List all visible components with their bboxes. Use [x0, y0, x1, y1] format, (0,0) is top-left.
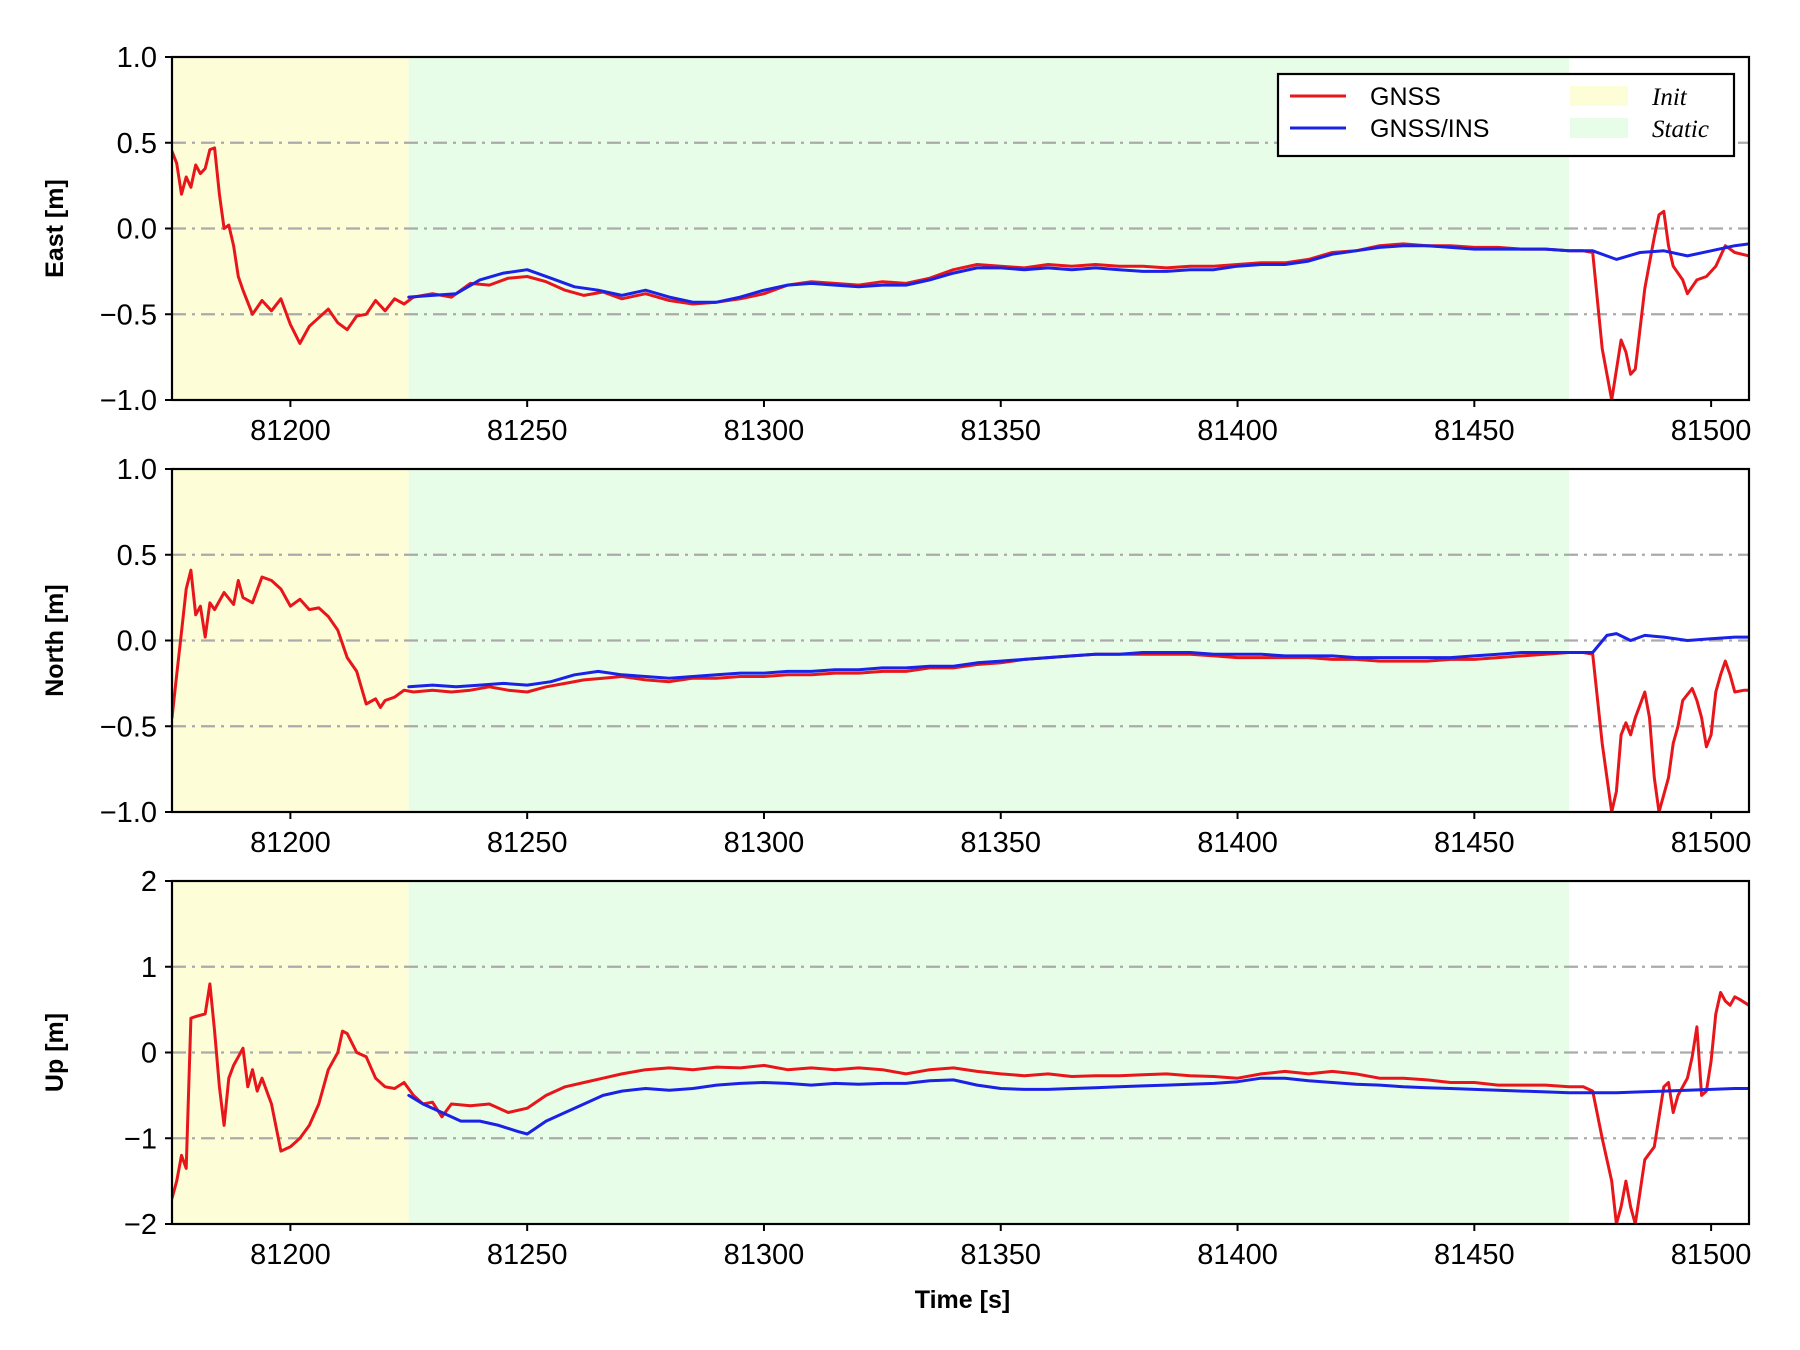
- x-tick-label: 81300: [724, 1239, 805, 1271]
- x-tick-label: 81400: [1197, 827, 1278, 859]
- legend-patch-init: [1570, 86, 1628, 106]
- x-tick-label: 81450: [1434, 415, 1515, 447]
- y-tick-label: 2: [141, 866, 157, 898]
- x-tick-label: 81250: [487, 415, 568, 447]
- gnss-ins-line: [407, 632, 1749, 689]
- x-tick-label: 81450: [1434, 827, 1515, 859]
- y-tick-label: −1.0: [100, 797, 157, 829]
- y-tick-label: 0.0: [117, 214, 157, 246]
- legend-label: GNSS: [1370, 83, 1441, 111]
- x-tick-label: 81300: [724, 415, 805, 447]
- y-axis-label: Up [m]: [41, 1013, 69, 1092]
- x-tick-label: 81450: [1434, 1239, 1515, 1271]
- series-group: [172, 982, 1749, 1224]
- y-tick-label: −0.5: [100, 299, 157, 331]
- x-tick-label: 81350: [960, 827, 1041, 859]
- legend-label: Init: [1651, 84, 1688, 111]
- x-tick-label: 81300: [724, 827, 805, 859]
- y-tick-label: 0.0: [117, 626, 157, 658]
- y-tick-label: 0: [141, 1038, 157, 1070]
- x-tick-label: 81200: [250, 415, 331, 447]
- x-tick-label: 81500: [1671, 827, 1752, 859]
- x-tick-label: 81250: [487, 1239, 568, 1271]
- x-tick-label: 81350: [960, 1239, 1041, 1271]
- y-tick-label: −1: [124, 1123, 157, 1155]
- y-tick-label: −1.0: [100, 385, 157, 417]
- legend: GNSS GNSS/INS Init Static: [1276, 72, 1736, 158]
- legend-label: Static: [1652, 116, 1709, 143]
- series-group: [172, 568, 1749, 812]
- y-tick-label: 1.0: [117, 42, 157, 74]
- y-tick-label: 0.5: [117, 128, 157, 160]
- y-tick-label: −0.5: [100, 711, 157, 743]
- x-tick-label: 81350: [960, 415, 1041, 447]
- y-axis-label: North [m]: [41, 584, 69, 696]
- x-tick-label: 81250: [487, 827, 568, 859]
- legend-box: [1276, 72, 1736, 158]
- x-tick-label: 81500: [1671, 415, 1752, 447]
- panel-up: 81200 81250 81300 81350 81400 81450 81500 −2 −1 0…: [41, 866, 1751, 1314]
- gnss-line: [172, 982, 1749, 1224]
- x-tick-label: 81200: [250, 1239, 331, 1271]
- legend-patch-static: [1570, 118, 1628, 138]
- series-group: [172, 146, 1749, 400]
- x-axis-label: Time [s]: [915, 1286, 1010, 1314]
- gnss-line: [172, 568, 1749, 812]
- y-tick-label: 1.0: [117, 454, 157, 486]
- x-tick-label: 81400: [1197, 1239, 1278, 1271]
- y-tick-label: −2: [124, 1209, 157, 1241]
- gnss-ins-line: [407, 242, 1749, 304]
- y-tick-label: 0.5: [117, 540, 157, 572]
- x-tick-label: 81200: [250, 827, 331, 859]
- x-tick-label: 81400: [1197, 415, 1278, 447]
- gnss-ins-line: [407, 1076, 1749, 1136]
- legend-label: GNSS/INS: [1370, 115, 1489, 143]
- x-tick-label: 81500: [1671, 1239, 1752, 1271]
- y-axis-label: East [m]: [41, 179, 69, 278]
- y-tick-label: 1: [141, 952, 157, 984]
- gnss-line: [172, 146, 1749, 400]
- panel-north: 81200 81250 81300 81350 81400 81450 81500 −1.0 −…: [41, 454, 1751, 859]
